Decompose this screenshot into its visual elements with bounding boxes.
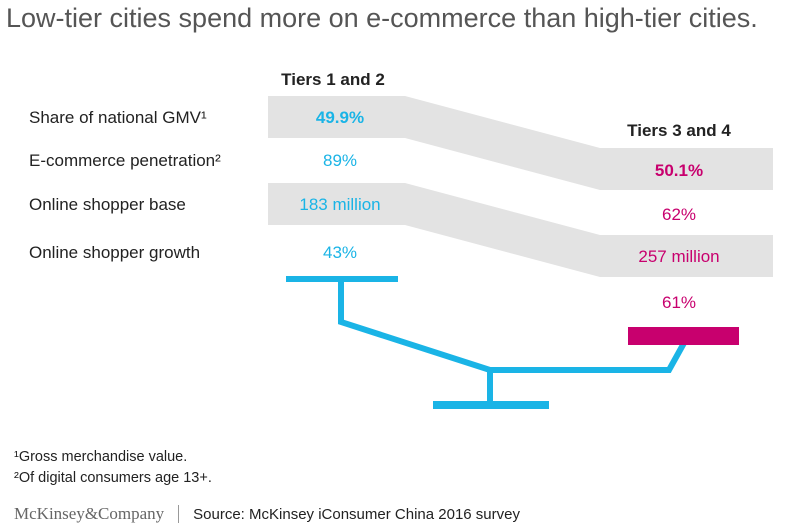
- source-row: McKinsey&Company Source: McKinsey iConsu…: [14, 504, 520, 524]
- balance-scale: [286, 276, 739, 409]
- tier12-value-penetration: 89%: [323, 151, 357, 170]
- tier12-value-shopper-growth: 43%: [323, 243, 357, 262]
- footnotes: ¹Gross merchandise value. ²Of digital co…: [14, 447, 212, 489]
- brand-logo: McKinsey&Company: [14, 504, 165, 523]
- tier34-value-gmv: 50.1%: [655, 161, 703, 180]
- header-tier12: Tiers 1 and 2: [281, 70, 385, 89]
- row-label-penetration: E-commerce penetration²: [29, 151, 221, 170]
- chart-title: Low-tier cities spend more on e-commerce…: [6, 3, 758, 33]
- pan-tier34: [628, 327, 739, 345]
- header-tier34: Tiers 3 and 4: [627, 121, 731, 140]
- row-label-shopper-growth: Online shopper growth: [29, 243, 200, 262]
- row-label-gmv: Share of national GMV¹: [29, 108, 207, 127]
- tier34-value-shopper-base: 257 million: [638, 247, 719, 266]
- tier12-value-gmv: 49.9%: [316, 108, 364, 127]
- scale-beam: [338, 279, 687, 373]
- band-shopper-base: [268, 183, 773, 277]
- tier34-value-penetration: 62%: [662, 205, 696, 224]
- comparison-chart: Tiers 1 and 2 Tiers 3 and 4 Share of nat…: [29, 70, 773, 409]
- band-gmv: [268, 96, 773, 190]
- source-text: Source: McKinsey iConsumer China 2016 su…: [193, 505, 520, 523]
- tier12-value-shopper-base: 183 million: [299, 195, 380, 214]
- footnote-1: ¹Gross merchandise value.: [14, 449, 188, 465]
- footnote-2: ²Of digital consumers age 13+.: [14, 470, 212, 486]
- divider: [178, 505, 180, 523]
- tier34-value-shopper-growth: 61%: [662, 293, 696, 312]
- row-label-shopper-base: Online shopper base: [29, 195, 186, 214]
